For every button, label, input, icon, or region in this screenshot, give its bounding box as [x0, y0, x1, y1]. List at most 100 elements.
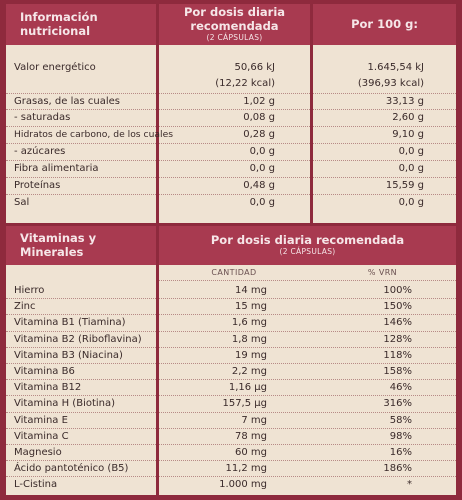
vitamin-quantity: 1,16 µg	[228, 382, 267, 393]
vitamin-quantity: 19 mg	[235, 350, 267, 361]
row-divider	[159, 93, 310, 94]
nutrient-dose: 0,48 g	[243, 180, 275, 191]
nutrient-label: - saturadas	[14, 112, 71, 123]
vitamin-vrn: 186%	[383, 463, 412, 474]
nutrition-title: Información nutricional	[6, 4, 156, 45]
vitamin-label: Vitamina B12	[14, 382, 82, 393]
vitamin-vrn: 100%	[383, 285, 412, 296]
row-divider	[6, 314, 156, 315]
nutrition-label-col	[6, 45, 156, 223]
vitamins-values-col	[159, 265, 456, 495]
vitamin-label: Magnesio	[14, 447, 62, 458]
nutrient-per100: 9,10 g	[392, 129, 424, 140]
row-divider	[159, 160, 310, 161]
row-divider	[159, 177, 310, 178]
nutrient-label: Sal	[14, 197, 30, 208]
row-divider	[313, 160, 456, 161]
row-divider	[159, 109, 310, 110]
vitamin-vrn: 128%	[383, 334, 412, 345]
nutrient-per100: 33,13 g	[385, 96, 424, 107]
nutrient-dose: 50,66 kJ	[234, 62, 275, 73]
row-divider	[313, 93, 456, 94]
vitamin-quantity: 2,2 mg	[231, 366, 267, 377]
row-divider	[159, 412, 456, 413]
nutrient-label: Hidratos de carbono, de los cuales	[14, 129, 174, 140]
nutrition-per-100g-header: Por 100 g:	[313, 4, 456, 45]
vitamin-vrn: 146%	[383, 317, 412, 328]
nutrient-dose: 0,08 g	[243, 112, 275, 123]
vitamin-quantity: 78 mg	[235, 431, 267, 442]
vitamin-label: Zinc	[14, 301, 36, 312]
row-divider	[159, 428, 456, 429]
row-divider	[6, 177, 156, 178]
nutrient-label: Proteínas	[14, 180, 61, 191]
row-divider	[159, 194, 310, 195]
row-divider	[6, 395, 156, 396]
row-divider	[159, 347, 456, 348]
row-divider	[313, 177, 456, 178]
row-divider	[159, 143, 310, 144]
row-divider	[6, 428, 156, 429]
vitamins-title: Vitaminas y Minerales	[6, 226, 156, 265]
nutrient-label: Valor energético	[14, 62, 96, 73]
vitamin-vrn: 98%	[389, 431, 412, 442]
row-divider	[313, 143, 456, 144]
row-divider	[159, 126, 310, 127]
vitamin-quantity: 157,5 µg	[222, 398, 267, 409]
nutrient-per100: 1.645,54 kJ	[367, 62, 424, 73]
row-divider	[6, 298, 156, 299]
vitamin-quantity: 14 mg	[235, 285, 267, 296]
row-divider	[159, 363, 456, 364]
vitamin-vrn: 16%	[389, 447, 412, 458]
nutrition-100g-col	[313, 45, 456, 223]
column-header-quantity: CANTIDAD	[211, 268, 257, 277]
vitamin-vrn: 158%	[383, 366, 412, 377]
row-divider	[159, 476, 456, 477]
vitamin-quantity: 7 mg	[241, 415, 267, 426]
row-divider	[6, 126, 156, 127]
nutrient-label: Grasas, de las cuales	[14, 96, 120, 107]
row-divider	[6, 347, 156, 348]
vitamin-label: Vitamina E	[14, 415, 68, 426]
vitamin-quantity: 1,8 mg	[231, 334, 267, 345]
nutrition-dose-col	[159, 45, 310, 223]
row-divider	[6, 476, 156, 477]
vitamin-quantity: 11,2 mg	[225, 463, 267, 474]
row-divider	[159, 444, 456, 445]
vitamin-quantity: 1,6 mg	[231, 317, 267, 328]
vitamin-vrn: 46%	[389, 382, 412, 393]
nutrient-dose: 0,0 g	[249, 163, 275, 174]
row-divider	[159, 331, 456, 332]
vitamin-vrn: 150%	[383, 301, 412, 312]
nutrition-per-dose-header: Por dosis diaria recomendada (2 CÁPSULAS…	[159, 4, 310, 45]
nutrient-dose: 0,0 g	[249, 146, 275, 157]
row-divider	[313, 109, 456, 110]
nutrient-label: Fibra alimentaria	[14, 163, 99, 174]
vitamin-label: L-Cistina	[14, 479, 58, 490]
vitamin-vrn: 316%	[383, 398, 412, 409]
row-divider	[6, 109, 156, 110]
vitamin-label: Vitamina C	[14, 431, 69, 442]
nutrient-per100: 0,0 g	[398, 163, 424, 174]
nutrient-per100: 0,0 g	[398, 197, 424, 208]
vitamin-vrn: 118%	[383, 350, 412, 361]
nutrient-per100-kcal: (396,93 kcal)	[357, 78, 424, 89]
vitamin-quantity: 15 mg	[235, 301, 267, 312]
row-divider	[159, 395, 456, 396]
row-divider	[6, 363, 156, 364]
vitamin-label: Hierro	[14, 285, 45, 296]
row-divider	[313, 194, 456, 195]
row-divider	[159, 379, 456, 380]
nutrient-per100: 15,59 g	[385, 180, 424, 191]
row-divider	[6, 444, 156, 445]
vitamin-label: Vitamina B2 (Riboflavina)	[14, 334, 142, 345]
row-divider	[6, 331, 156, 332]
column-header-vrn: % VRN	[367, 268, 398, 277]
row-divider	[6, 143, 156, 144]
row-divider	[159, 298, 456, 299]
row-divider	[6, 194, 156, 195]
nutrient-per100: 2,60 g	[392, 112, 424, 123]
vitamin-vrn: *	[407, 479, 412, 490]
vitamins-label-col	[6, 265, 156, 495]
row-divider	[159, 280, 456, 281]
